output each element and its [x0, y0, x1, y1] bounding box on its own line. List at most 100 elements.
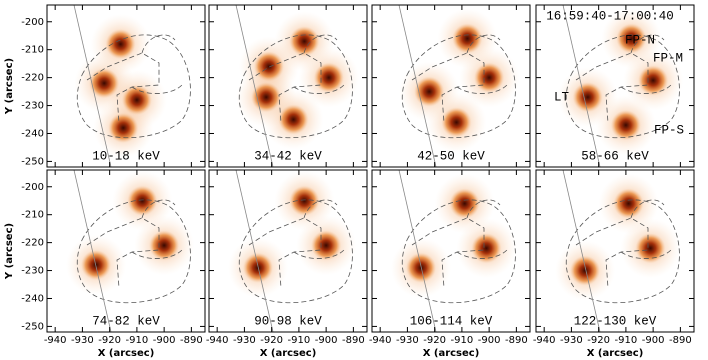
contour	[466, 34, 501, 54]
energy-label: 58-66 keV	[581, 149, 649, 163]
panel-image	[228, 170, 357, 332]
annotation: LT	[554, 90, 570, 104]
energy-label: 90-98 keV	[254, 314, 322, 328]
energy-label: 42-50 keV	[417, 149, 485, 163]
panel-image	[555, 170, 681, 332]
source-kernel	[251, 82, 282, 113]
x-tick-label: -890	[342, 335, 365, 346]
energy-label: 74-82 keV	[92, 314, 160, 328]
contour	[86, 217, 160, 289]
panel-frame	[46, 4, 206, 168]
x-axis-label: X (arcsec)	[587, 348, 644, 359]
x-tick-label: -900	[642, 335, 665, 346]
source-kernel	[610, 110, 641, 141]
y-tick-label: -240	[21, 128, 44, 139]
x-tick-label: -900	[478, 335, 501, 346]
contour	[620, 84, 672, 94]
y-axis-label: Y (arcsec)	[4, 58, 15, 115]
contour	[131, 249, 183, 259]
contour	[565, 34, 680, 139]
source-kernel	[613, 188, 644, 219]
source-kernel	[638, 65, 669, 96]
x-tick-label: -900	[153, 335, 176, 346]
limb-line	[562, 170, 601, 332]
contour	[466, 199, 501, 219]
energy-label: 122-130 keV	[574, 314, 657, 328]
x-tick-label: -920	[260, 335, 283, 346]
contour	[411, 217, 485, 289]
source-kernel	[474, 62, 505, 93]
panel-frame	[535, 4, 695, 168]
limb-line	[398, 5, 437, 167]
annotation: 16:59:40-17:00:40	[546, 9, 674, 23]
source-kernel	[127, 185, 158, 216]
x-axis-label: X (arcsec)	[260, 348, 317, 359]
contour	[575, 52, 649, 124]
x-axis-label: X (arcsec)	[423, 348, 480, 359]
panel-image	[235, 5, 359, 167]
x-tick-label: -920	[587, 335, 610, 346]
x-tick-label: -940	[533, 335, 556, 346]
x-tick-label: -900	[315, 335, 338, 346]
x-tick-label: -930	[560, 335, 583, 346]
contour	[565, 199, 680, 304]
source-kernel	[149, 230, 180, 261]
limb-line	[398, 170, 437, 332]
panel-image	[73, 5, 191, 167]
annotation: FP-N	[625, 33, 655, 47]
source-kernel	[471, 233, 502, 264]
limb-line	[562, 5, 601, 167]
contour	[401, 199, 516, 304]
x-tick-label: -920	[423, 335, 446, 346]
x-tick-label: -930	[71, 335, 94, 346]
x-tick-label: -920	[98, 335, 121, 346]
x-tick-label: -940	[206, 335, 229, 346]
x-axis-label: X (arcsec)	[98, 348, 155, 359]
annotation: FP-S	[654, 123, 684, 137]
source-kernel	[253, 51, 284, 82]
source-kernel	[449, 188, 480, 219]
source-kernel	[570, 255, 601, 286]
contour	[411, 52, 485, 124]
limb-line	[235, 170, 274, 332]
x-tick-label: -890	[180, 335, 203, 346]
contour	[76, 199, 191, 304]
panel-image	[398, 5, 520, 167]
panel-content	[66, 170, 195, 332]
source-kernel	[121, 84, 152, 115]
y-tick-label: -210	[21, 210, 44, 221]
y-tick-label: -220	[21, 73, 44, 84]
contour	[238, 199, 353, 304]
contour	[238, 34, 353, 139]
panel-frame	[535, 169, 695, 333]
x-tick-label: -890	[505, 335, 528, 346]
source-kernel	[108, 112, 139, 143]
source-kernel	[616, 23, 647, 54]
panel-frame	[208, 169, 368, 333]
contour	[293, 84, 345, 94]
contour	[76, 34, 191, 139]
panel-content	[391, 170, 517, 332]
contour	[630, 34, 665, 54]
y-tick-label: -200	[21, 182, 44, 193]
energy-label: 106-114 keV	[410, 314, 493, 328]
panel-content	[398, 5, 520, 167]
source-kernel	[313, 62, 344, 93]
x-tick-label: -930	[233, 335, 256, 346]
panel-content	[557, 5, 684, 167]
contour	[141, 199, 176, 219]
y-tick-label: -220	[21, 238, 44, 249]
source-kernel	[572, 82, 603, 113]
contour	[303, 199, 338, 219]
y-tick-label: -230	[21, 266, 44, 277]
contour	[630, 199, 665, 219]
panel-frame	[208, 4, 368, 168]
x-tick-label: -910	[451, 335, 474, 346]
contour	[131, 84, 183, 94]
contour	[401, 34, 516, 139]
panel-image	[66, 170, 195, 332]
x-tick-label: -930	[396, 335, 419, 346]
energy-label: 34-42 keV	[254, 149, 322, 163]
limb-line	[235, 5, 274, 167]
